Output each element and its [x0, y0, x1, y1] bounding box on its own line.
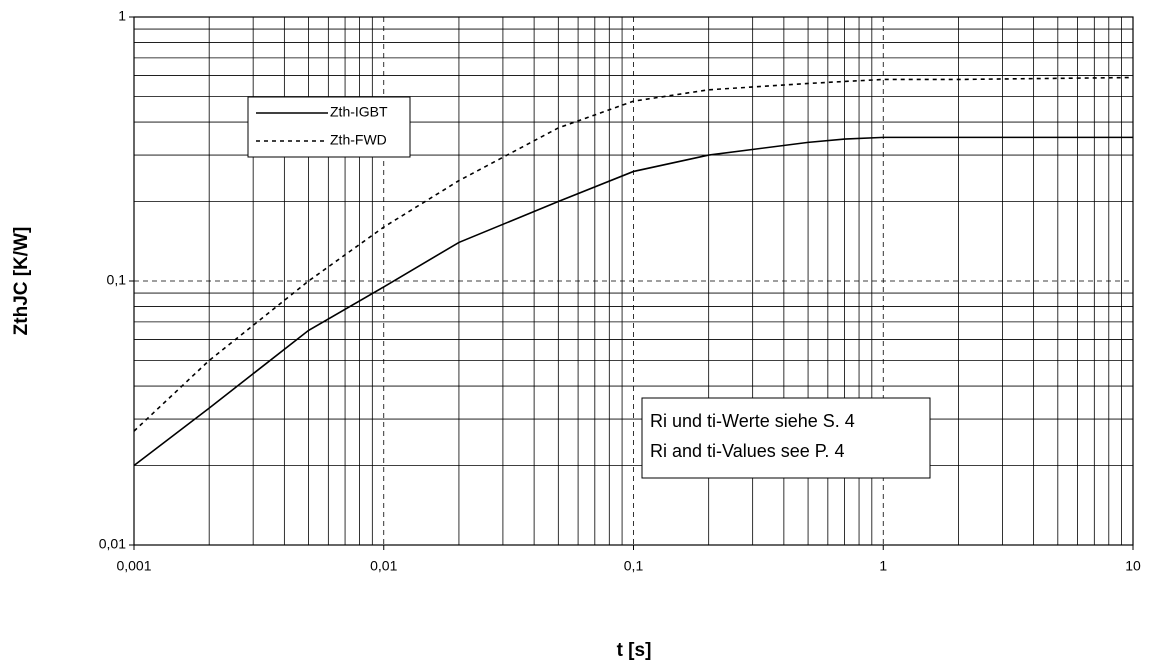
x-tick-label: 0,01 — [370, 558, 397, 574]
x-axis-title: t [s] — [617, 640, 652, 661]
data-line — [133, 76, 1134, 432]
y-tick-label: 0,01 — [99, 536, 126, 552]
y-tick-label: 0,1 — [107, 272, 127, 288]
annotation-box — [641, 397, 931, 479]
x-tick-label: 0,1 — [624, 558, 644, 574]
annotation: Ri and ti-Values see P. 4 — [650, 441, 844, 461]
x-tick-label: 1 — [879, 558, 887, 574]
data-line — [133, 136, 1133, 467]
annotation: Ri und ti-Werte siehe S. 4 — [650, 411, 855, 431]
y-tick-label: 1 — [118, 8, 126, 24]
y-axis-title: ZthJC [K/W] — [11, 227, 32, 336]
legend-box — [247, 96, 411, 158]
legend-label: Zth-IGBT — [330, 104, 388, 120]
legend-label: Zth-FWD — [330, 132, 387, 148]
x-tick-label: 0,001 — [116, 558, 151, 574]
x-tick-label: 10 — [1125, 558, 1141, 574]
plot-border — [133, 16, 1134, 546]
